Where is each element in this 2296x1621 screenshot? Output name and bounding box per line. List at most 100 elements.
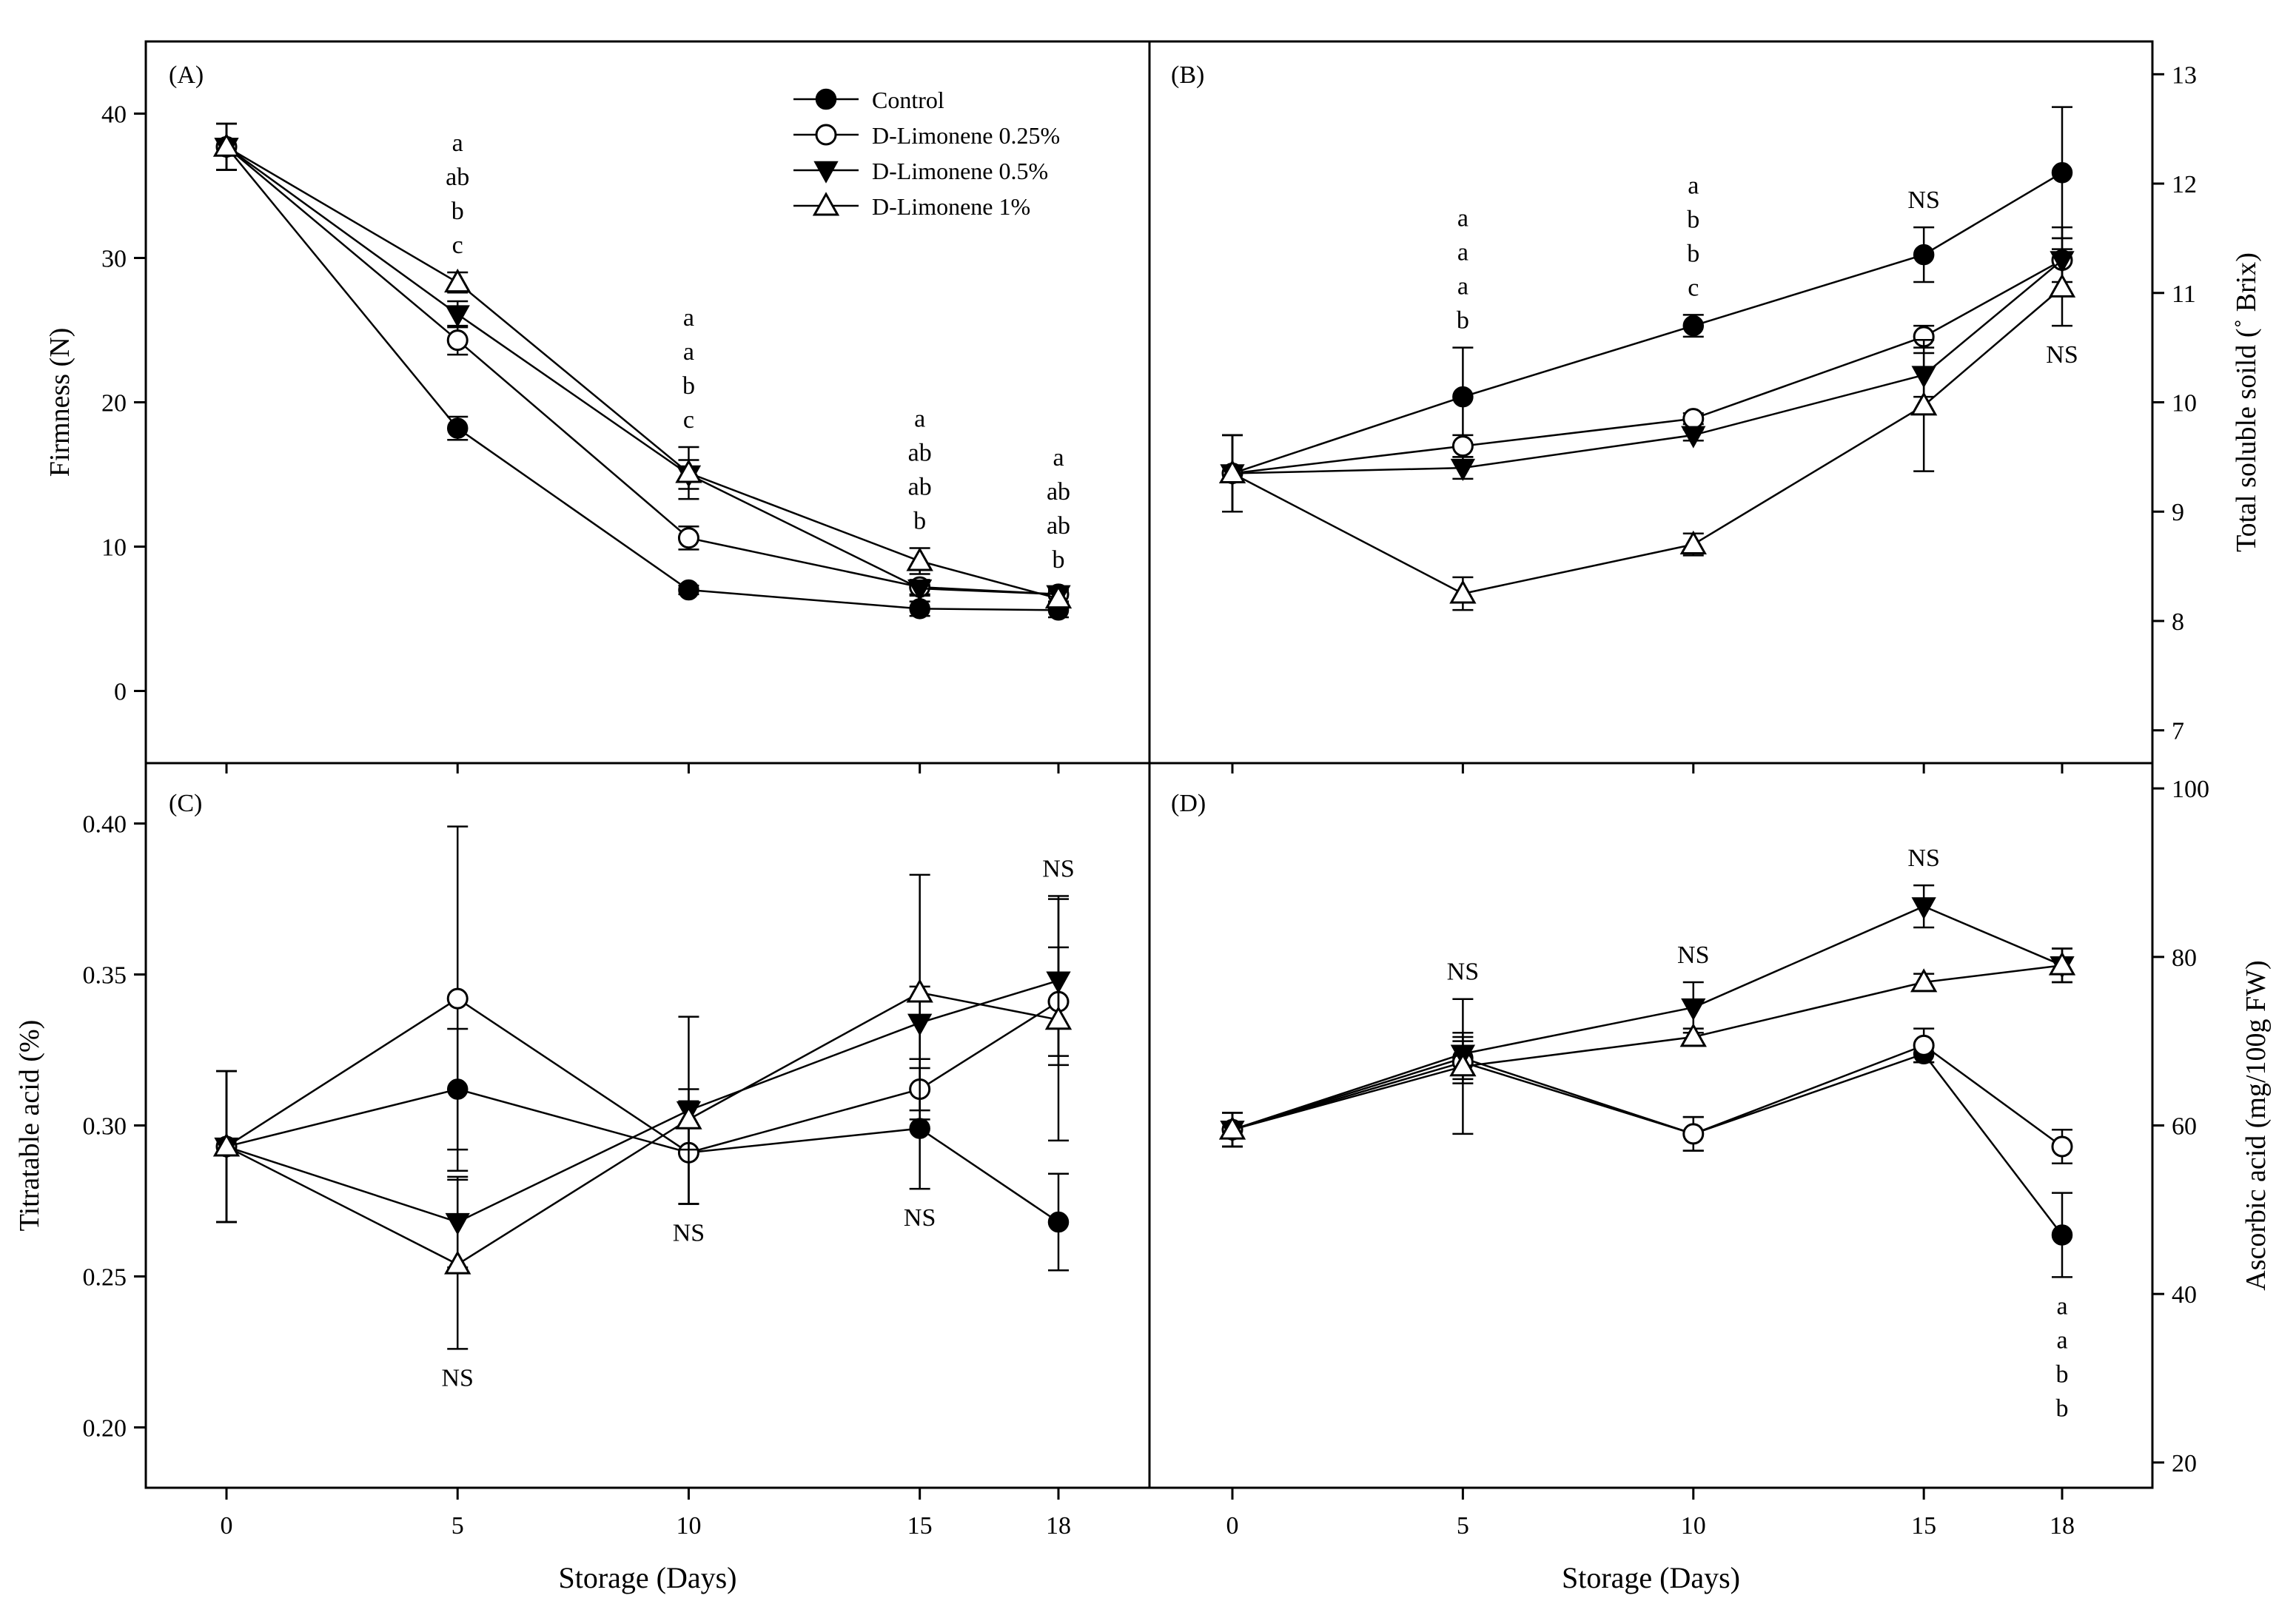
y-tick-label: 40 [2172,1281,2197,1309]
significance-label: a [683,338,694,366]
y-tick-label: 100 [2172,776,2209,803]
y-tick-label: 30 [101,246,127,273]
significance-label: b [682,372,695,400]
data-point [907,579,933,602]
data-point [1682,408,1705,430]
y-tick-label: 10 [2172,390,2197,417]
significance-label: a [683,304,694,332]
y-tick-label: 12 [2172,171,2197,198]
legend-entry: D-Limonene 0.25% [793,122,1060,149]
data-point [909,598,930,620]
significance-label: b [2056,1395,2069,1422]
y-axis-label: Ascorbic acid (mg/100g FW) [2240,960,2272,1290]
series-3 [1218,947,2076,1148]
panel-d: (D) 20 40 60 80 100 Ascorbic acid (mg/100g FW)… [1148,762,2272,1594]
data-point [446,329,469,352]
significance-label: NS [1907,845,1939,872]
legend-label: D-Limonene 0.25% [872,122,1060,149]
significance-label: a [1053,444,1064,471]
y-tick-label: 20 [2172,1450,2197,1477]
legend-marker [815,88,837,110]
panel-label: (C) [169,790,202,817]
y-tick-label: 60 [2172,1113,2197,1141]
legend-entry: D-Limonene 1% [793,192,1030,220]
significance-label: NS [441,1364,473,1392]
data-point [1452,386,1474,408]
significance-label: ab [1047,512,1070,540]
x-tick-label: 0 [1226,1512,1239,1540]
significance-label: a [1457,239,1468,266]
significance-label: a [2056,1292,2067,1320]
series-3 [1218,248,2076,611]
x-tick-label: 5 [1457,1512,1469,1540]
significance-label: NS [1677,942,1709,969]
significance-label: NS [673,1220,705,1247]
legend-marker [813,161,839,184]
data-point [1449,1053,1477,1077]
significance-label: a [452,130,463,157]
panel-b: (B) 7 8 9 10 11 12 13 Total soluble soild (˚ Bri… [1148,40,2262,773]
series-3 [212,122,1073,609]
legend-marker [812,192,840,216]
data-point [1913,244,1935,266]
data-point [444,1250,471,1275]
panel-label: (A) [169,61,204,89]
data-point [2048,273,2076,298]
data-point [2048,951,2076,976]
data-point [1681,998,1706,1021]
significance-label: c [683,406,694,434]
y-tick-label: 80 [2172,944,2197,972]
significance-label: b [1457,307,1469,335]
significance-label: c [452,232,463,259]
significance-label: a [1688,172,1699,199]
y-tick-label: 0 [114,679,127,706]
significance-label: NS [904,1204,936,1232]
y-axis-label: Firmness (N) [44,328,75,477]
significance-label: b [452,198,464,225]
data-point [1910,968,1938,993]
x-tick-label: 10 [676,1512,701,1540]
legend-label: Control [872,87,944,113]
data-point [1910,392,1938,416]
data-point [2051,1135,2073,1158]
data-point [1218,459,1246,483]
significance-label: a [914,405,925,432]
data-point [212,1132,241,1157]
y-tick-label: 9 [2172,499,2184,526]
series-0 [1221,106,2073,513]
significance-label: a [1457,273,1468,301]
y-tick-label: 0.25 [83,1263,127,1291]
data-point [1682,315,1705,337]
data-point [678,579,699,601]
x-tick-label: 15 [1911,1512,1936,1540]
y-tick-label: 0.30 [83,1113,127,1141]
y-tick-label: 13 [2172,61,2197,89]
significance-label: NS [1447,959,1479,986]
legend-marker [815,124,837,146]
significance-label: ab [1047,478,1070,506]
significance-label: b [1687,206,1699,233]
panel-label: (D) [1171,790,1206,817]
data-point [2051,162,2073,184]
data-point [1450,458,1476,481]
series-3 [212,873,1073,1350]
significance-label: NS [1907,187,1939,214]
data-point [1044,1005,1073,1030]
data-point [1913,1034,1935,1056]
significance-label: a [1457,205,1468,232]
x-axis-label: Storage (Days) [1562,1561,1740,1594]
data-point [212,132,241,157]
legend-entry: Control [793,87,944,113]
data-point [1451,435,1474,457]
y-axis-label: Titratable acid (%) [14,1020,45,1232]
significance-label: a [2056,1326,2067,1354]
data-point [445,305,470,328]
y-tick-label: 0.20 [83,1414,127,1442]
x-tick-label: 18 [2050,1512,2075,1540]
data-point [2051,1224,2073,1246]
significance-label: ab [908,473,932,500]
